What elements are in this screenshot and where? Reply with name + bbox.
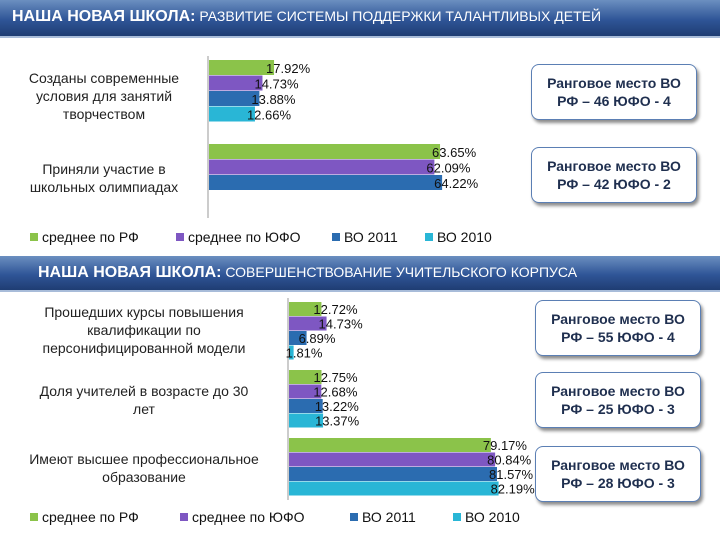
legend-swatch bbox=[332, 233, 340, 241]
bar bbox=[289, 399, 323, 413]
legend-swatch bbox=[350, 513, 358, 521]
header-banner-talent: НАША НОВАЯ ШКОЛА: РАЗВИТИЕ СИСТЕМЫ ПОДДЕ… bbox=[0, 0, 720, 38]
category-label: Доля учителей в возрасте до 30 лет bbox=[40, 383, 249, 417]
category-label: Прошедших курсы повышения квалификации по… bbox=[42, 304, 245, 356]
legend-label: среднее по РФ bbox=[42, 229, 139, 245]
legend-label: ВО 2011 bbox=[344, 229, 398, 245]
bar bbox=[209, 60, 275, 75]
data-label: 1.81% bbox=[286, 346, 323, 361]
category-label: Имеют высшее профессиональное образование bbox=[29, 451, 259, 485]
legend-label: ВО 2010 bbox=[437, 229, 492, 245]
header-title-bold: НАША НОВАЯ ШКОЛА: bbox=[12, 8, 196, 25]
legend-label: среднее по ЮФО bbox=[188, 229, 301, 245]
bar bbox=[289, 370, 322, 384]
bar bbox=[209, 175, 443, 190]
legend-label: среднее по ЮФО bbox=[192, 509, 305, 525]
header-title-talent: НАША НОВАЯ ШКОЛА: РАЗВИТИЕ СИСТЕМЫ ПОДДЕ… bbox=[12, 8, 601, 26]
legend-label: среднее по РФ bbox=[42, 509, 139, 525]
category-label: Созданы современные условия для занятий тв… bbox=[29, 70, 179, 122]
legend-swatch bbox=[30, 513, 38, 521]
legend-swatch bbox=[30, 233, 38, 241]
rank-box: Ранговое место ВО РФ – 55 ЮФО - 4 bbox=[535, 300, 701, 356]
header-banner-teachers: НАША НОВАЯ ШКОЛА: СОВЕРШЕНСТВОВАНИЕ УЧИТ… bbox=[0, 256, 720, 292]
data-label: 12.66% bbox=[247, 108, 292, 123]
bar bbox=[289, 331, 307, 345]
data-label: 64.22% bbox=[434, 176, 479, 191]
header-title-bold: НАША НОВАЯ ШКОЛА: bbox=[38, 264, 222, 281]
rank-box: Ранговое место ВО РФ – 25 ЮФО - 3 bbox=[535, 372, 701, 428]
header-title-rest: РАЗВИТИЕ СИСТЕМЫ ПОДДЕРЖКИ ТАЛАНТЛИВЫХ Д… bbox=[195, 8, 602, 24]
data-label: 14.73% bbox=[319, 317, 364, 332]
legend-swatch bbox=[425, 233, 433, 241]
bar bbox=[209, 159, 435, 175]
data-label: 13.37% bbox=[315, 414, 360, 429]
category-label: Приняли участие в школьных олимпиадах bbox=[30, 161, 178, 195]
header-title-teachers: НАША НОВАЯ ШКОЛА: СОВЕРШЕНСТВОВАНИЕ УЧИТ… bbox=[38, 264, 577, 282]
bar bbox=[289, 467, 498, 481]
rank-box: Ранговое место ВО РФ – 28 ЮФО - 3 bbox=[535, 446, 701, 502]
rank-box-text: Ранговое место ВО РФ – 42 ЮФО - 2 bbox=[547, 158, 681, 192]
data-label: 80.84% bbox=[487, 453, 532, 468]
rank-box: Ранговое место ВО РФ – 42 ЮФО - 2 bbox=[531, 147, 697, 203]
data-label: 12.72% bbox=[313, 302, 358, 317]
legend-swatch bbox=[453, 513, 461, 521]
bar bbox=[289, 413, 324, 428]
bar bbox=[209, 144, 441, 159]
bar bbox=[209, 106, 255, 122]
bar bbox=[289, 481, 499, 496]
legend-swatch bbox=[176, 233, 184, 241]
bar bbox=[209, 91, 260, 106]
rank-box-text: Ранговое место ВО РФ – 55 ЮФО - 4 bbox=[551, 311, 685, 345]
bar bbox=[289, 452, 496, 467]
data-label: 81.57% bbox=[489, 467, 534, 482]
data-label: 14.73% bbox=[254, 77, 299, 92]
rank-box: Ранговое место ВО РФ – 46 ЮФО - 4 bbox=[531, 64, 697, 120]
bar bbox=[289, 345, 294, 360]
bar bbox=[289, 438, 491, 452]
data-label: 17.92% bbox=[266, 61, 311, 76]
data-label: 13.88% bbox=[251, 92, 296, 107]
data-label: 63.65% bbox=[432, 145, 477, 160]
legend-label: ВО 2011 bbox=[362, 509, 416, 525]
rank-box-text: Ранговое место ВО РФ – 46 ЮФО - 4 bbox=[547, 75, 681, 109]
bar bbox=[289, 384, 322, 399]
bar bbox=[289, 316, 327, 331]
rank-box-text: Ранговое место ВО РФ – 28 ЮФО - 3 bbox=[551, 457, 685, 491]
data-label: 6.89% bbox=[299, 331, 336, 346]
header-title-rest: СОВЕРШЕНСТВОВАНИЕ УЧИТЕЛЬСКОГО КОРПУСА bbox=[221, 264, 578, 280]
data-label: 13.22% bbox=[315, 399, 360, 414]
rank-box-text: Ранговое место ВО РФ – 25 ЮФО - 3 bbox=[551, 383, 685, 417]
legend-swatch bbox=[180, 513, 188, 521]
data-label: 79.17% bbox=[483, 438, 528, 453]
data-label: 12.75% bbox=[314, 370, 359, 385]
bar bbox=[209, 75, 263, 91]
data-label: 62.09% bbox=[426, 161, 471, 176]
data-label: 82.19% bbox=[491, 482, 536, 497]
legend-label: ВО 2010 bbox=[465, 509, 520, 525]
bar bbox=[289, 302, 322, 316]
data-label: 12.68% bbox=[313, 385, 358, 400]
